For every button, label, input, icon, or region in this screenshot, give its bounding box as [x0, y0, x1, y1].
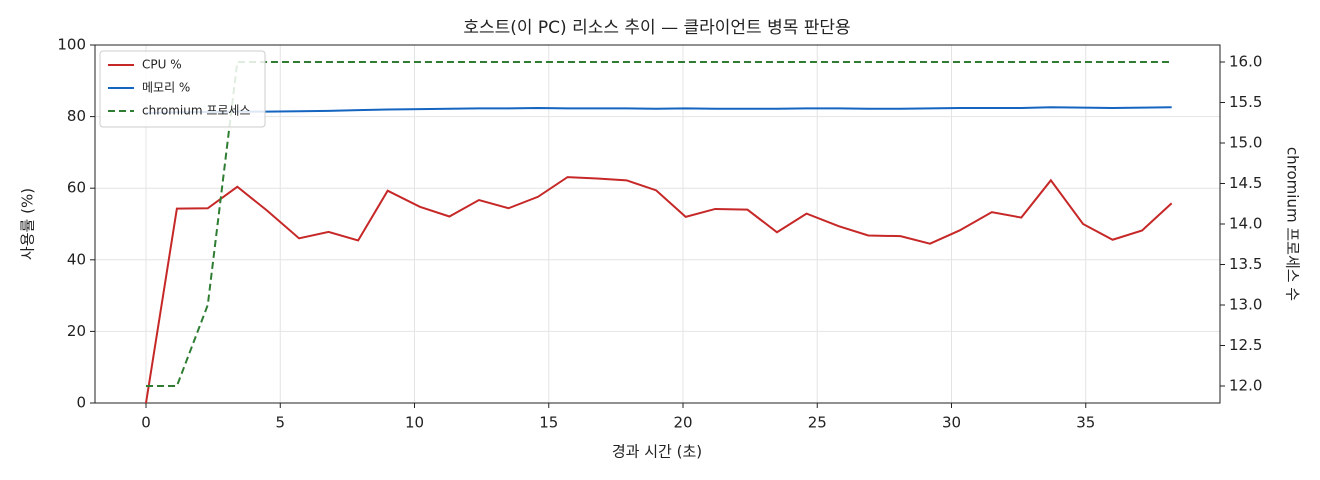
y2-tick-label: 15.0 [1229, 134, 1262, 152]
chart-title: 호스트(이 PC) 리소스 추이 — 클라이언트 병목 판단용 [463, 18, 850, 38]
y-axis-label: 사용률 (%) [19, 188, 37, 260]
x-tick-label: 0 [141, 414, 151, 432]
y-tick-label: 100 [57, 36, 86, 54]
y2-axis-label: chromium 프로세스 수 [1284, 147, 1302, 301]
y2-tick-label: 12.0 [1229, 376, 1262, 394]
legend-label: CPU % [142, 58, 182, 72]
x-tick-label: 15 [539, 414, 558, 432]
legend: CPU % 메모리 % chromium 프로세스 [99, 50, 266, 128]
legend-frame [99, 50, 266, 128]
series-line [146, 61, 1172, 387]
y-tick-label: 40 [67, 250, 86, 268]
y-tick-label: 80 [67, 107, 86, 125]
y-tick-label: 0 [76, 394, 86, 412]
x-tick-label: 20 [673, 414, 692, 432]
y2-tick-label: 13.0 [1229, 295, 1262, 313]
y2-tick-label: 13.5 [1229, 255, 1262, 273]
series-line [145, 176, 1173, 404]
y2-tick-label: 14.5 [1229, 174, 1262, 192]
x-tick-label: 5 [275, 414, 285, 432]
y-tick-label: 60 [67, 179, 86, 197]
x-axis-label: 경과 시간 (초) [612, 443, 702, 461]
legend-label: chromium 프로세스 [142, 104, 251, 118]
x-tick-label: 35 [1076, 414, 1095, 432]
y2-tick-label: 15.5 [1229, 93, 1262, 111]
series-line [145, 106, 1172, 115]
y2-tick-label: 16.0 [1229, 53, 1262, 71]
x-tick-label: 25 [808, 414, 827, 432]
y2-tick-label: 14.0 [1229, 215, 1262, 233]
x-tick-label: 10 [405, 414, 424, 432]
legend-label: 메모리 % [142, 81, 190, 95]
x-tick-label: 30 [942, 414, 961, 432]
plot-frame [94, 44, 1221, 404]
y-tick-label: 20 [67, 322, 86, 340]
y2-tick-label: 12.5 [1229, 336, 1262, 354]
